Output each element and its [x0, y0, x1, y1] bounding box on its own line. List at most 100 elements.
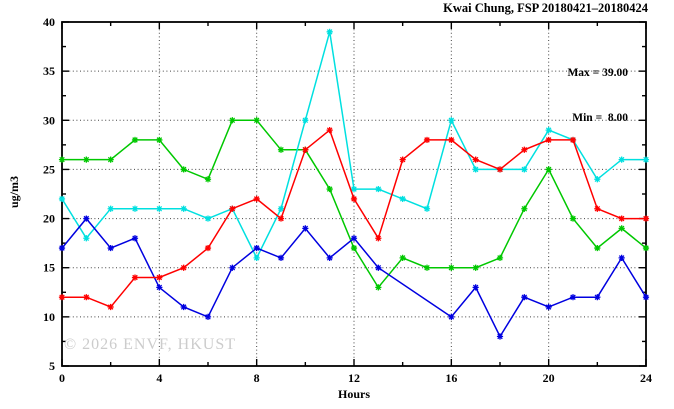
data-point-marker	[642, 294, 650, 301]
data-point-marker	[448, 264, 455, 271]
data-point-marker	[131, 274, 139, 281]
y-tick-label: 10	[43, 310, 55, 324]
y-tick-label: 15	[43, 261, 55, 275]
data-point-marker	[180, 166, 187, 173]
series-green-markers	[58, 117, 650, 291]
max-annotation: Max = 39.00	[567, 67, 628, 79]
y-tick-label: 20	[43, 212, 55, 226]
data-point-marker	[229, 264, 236, 271]
data-point-marker	[204, 215, 212, 222]
data-point-marker	[594, 244, 601, 252]
x-tick-label: 12	[348, 371, 360, 385]
data-point-marker	[58, 294, 66, 301]
data-point-marker	[375, 264, 382, 271]
data-point-marker	[58, 244, 66, 252]
data-point-marker	[350, 195, 358, 203]
tick-marks	[61, 21, 647, 367]
min-annotation: Min = 8.00	[572, 112, 628, 124]
data-point-marker	[302, 146, 309, 153]
data-point-marker	[131, 235, 139, 242]
data-point-marker	[545, 136, 552, 144]
data-point-marker	[472, 284, 479, 291]
data-point-marker	[83, 215, 90, 222]
data-point-marker	[277, 146, 285, 153]
data-point-marker	[326, 127, 333, 134]
data-point-marker	[448, 117, 455, 124]
data-point-marker	[302, 117, 309, 124]
data-point-marker	[521, 146, 528, 153]
y-axis-label: ug/m3	[7, 176, 21, 209]
data-point-marker	[569, 136, 577, 144]
series-blue	[58, 215, 650, 340]
chart-title: Kwai Chung, FSP 20180421–20180424	[443, 1, 648, 15]
data-point-marker	[399, 195, 406, 203]
data-point-marker	[277, 215, 285, 222]
data-point-marker	[545, 166, 552, 173]
data-point-marker	[448, 313, 455, 320]
y-tick-label: 25	[43, 162, 55, 176]
data-point-marker	[350, 244, 358, 252]
x-tick-label: 8	[254, 371, 260, 385]
series-red	[58, 127, 650, 311]
data-point-marker	[58, 195, 66, 203]
data-point-marker	[642, 156, 650, 163]
data-point-marker	[521, 166, 528, 173]
data-point-marker	[545, 303, 552, 311]
data-point-marker	[594, 176, 601, 183]
grid-lines	[62, 22, 646, 366]
data-point-marker	[131, 136, 139, 144]
series-green	[58, 117, 650, 291]
data-point-marker	[107, 156, 114, 163]
data-point-marker	[107, 303, 114, 311]
data-point-marker	[253, 195, 260, 203]
data-point-marker	[472, 264, 479, 271]
y-tick-label: 40	[43, 15, 55, 29]
data-point-marker	[253, 244, 260, 252]
data-point-marker	[399, 156, 406, 163]
watermark-text: © 2026 ENVF, HKUST	[64, 336, 236, 353]
data-point-marker	[156, 136, 163, 144]
data-point-marker	[618, 215, 625, 222]
max-min-annotation: Max = 39.00 Min = 8.00	[567, 36, 628, 156]
data-point-marker	[180, 205, 187, 212]
data-point-marker	[107, 205, 114, 212]
data-point-marker	[83, 235, 90, 242]
data-point-marker	[472, 166, 479, 173]
x-tick-label: 4	[156, 371, 162, 385]
data-point-marker	[642, 244, 650, 252]
y-tick-label: 30	[43, 113, 55, 127]
data-point-marker	[594, 205, 601, 212]
data-point-marker	[618, 156, 625, 163]
y-tick-label: 5	[49, 359, 55, 373]
data-point-marker	[326, 185, 333, 193]
data-point-marker	[423, 205, 431, 212]
data-point-marker	[423, 264, 431, 271]
data-point-marker	[156, 205, 163, 212]
data-point-marker	[204, 244, 212, 252]
data-point-marker	[229, 117, 236, 124]
data-point-marker	[326, 28, 333, 35]
data-point-marker	[326, 254, 333, 261]
data-point-marker	[423, 136, 431, 144]
data-point-marker	[131, 205, 139, 212]
data-point-marker	[350, 235, 358, 242]
data-point-marker	[107, 244, 114, 252]
data-point-marker	[83, 156, 90, 163]
data-point-marker	[594, 294, 601, 301]
x-tick-label: 16	[445, 371, 457, 385]
data-point-marker	[642, 215, 650, 222]
x-tick-label: 0	[59, 371, 65, 385]
x-tick-label: 24	[640, 371, 652, 385]
data-point-marker	[229, 205, 236, 212]
series-red-markers	[58, 127, 650, 311]
data-point-marker	[496, 166, 504, 173]
data-point-marker	[618, 254, 625, 261]
data-point-marker	[277, 254, 285, 261]
data-point-marker	[156, 284, 163, 291]
data-point-marker	[496, 254, 504, 261]
data-point-marker	[180, 264, 187, 271]
data-point-marker	[204, 176, 212, 183]
data-point-marker	[58, 156, 66, 163]
